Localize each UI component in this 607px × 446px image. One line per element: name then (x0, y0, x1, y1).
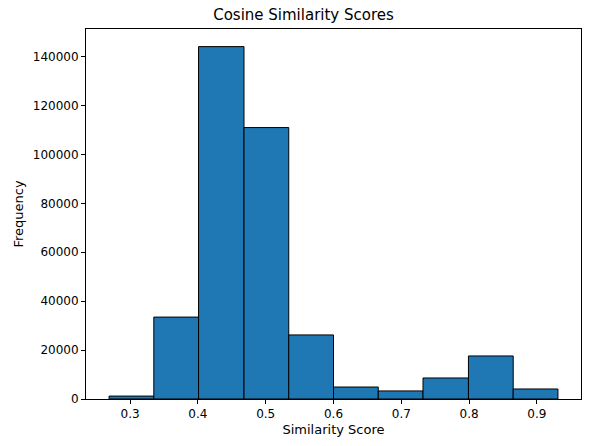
svg-text:120000: 120000 (33, 99, 79, 113)
svg-text:100000: 100000 (33, 148, 79, 162)
svg-text:20000: 20000 (40, 343, 78, 357)
svg-text:0.7: 0.7 (392, 407, 411, 421)
svg-text:80000: 80000 (40, 197, 78, 211)
svg-text:Frequency: Frequency (11, 180, 26, 247)
svg-text:0.5: 0.5 (256, 407, 275, 421)
svg-text:0.4: 0.4 (188, 407, 207, 421)
svg-text:Cosine Similarity Scores: Cosine Similarity Scores (213, 6, 394, 24)
svg-text:0.3: 0.3 (121, 407, 140, 421)
svg-text:40000: 40000 (40, 294, 78, 308)
svg-text:Similarity Score: Similarity Score (282, 422, 384, 437)
svg-text:0.9: 0.9 (527, 407, 546, 421)
svg-text:0.6: 0.6 (324, 407, 343, 421)
svg-text:140000: 140000 (33, 50, 79, 64)
svg-text:0: 0 (71, 392, 79, 406)
svg-text:0.8: 0.8 (460, 407, 479, 421)
svg-text:60000: 60000 (40, 245, 78, 259)
